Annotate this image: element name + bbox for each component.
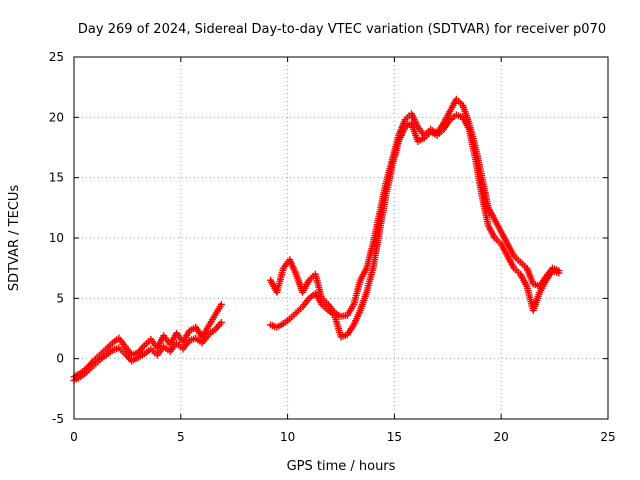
y-tick-label: 5 bbox=[56, 291, 64, 305]
x-tick-label: 15 bbox=[387, 430, 402, 444]
y-tick-label: 20 bbox=[49, 110, 64, 124]
y-tick-label: 0 bbox=[56, 352, 64, 366]
y-axis-label: SDTVAR / TECUs bbox=[7, 185, 22, 292]
data-point bbox=[555, 269, 563, 277]
x-tick-label: 25 bbox=[600, 430, 615, 444]
x-tick-label: 5 bbox=[177, 430, 185, 444]
series-segment-3 bbox=[267, 95, 563, 320]
y-tick-label: 15 bbox=[49, 171, 64, 185]
y-tick-label: 10 bbox=[49, 231, 64, 245]
data-point bbox=[217, 300, 225, 308]
x-tick-label: 10 bbox=[280, 430, 295, 444]
x-tick-label: 0 bbox=[70, 430, 78, 444]
y-tick-label: -5 bbox=[52, 412, 64, 426]
series-segment-1 bbox=[70, 300, 225, 381]
grid bbox=[74, 57, 608, 419]
chart-title: Day 269 of 2024, Sidereal Day-to-day VTE… bbox=[78, 22, 606, 37]
series-segment-4 bbox=[267, 111, 563, 341]
x-tick-label: 20 bbox=[494, 430, 509, 444]
data-points bbox=[70, 95, 563, 384]
series-segment-2 bbox=[70, 318, 225, 384]
y-tick-label: 25 bbox=[49, 50, 64, 64]
data-point bbox=[217, 318, 225, 326]
axis-ticks: 0 5 10 15 20 25 -5 0 5 10 15 20 25 bbox=[49, 50, 616, 444]
x-axis-label: GPS time / hours bbox=[287, 459, 396, 474]
